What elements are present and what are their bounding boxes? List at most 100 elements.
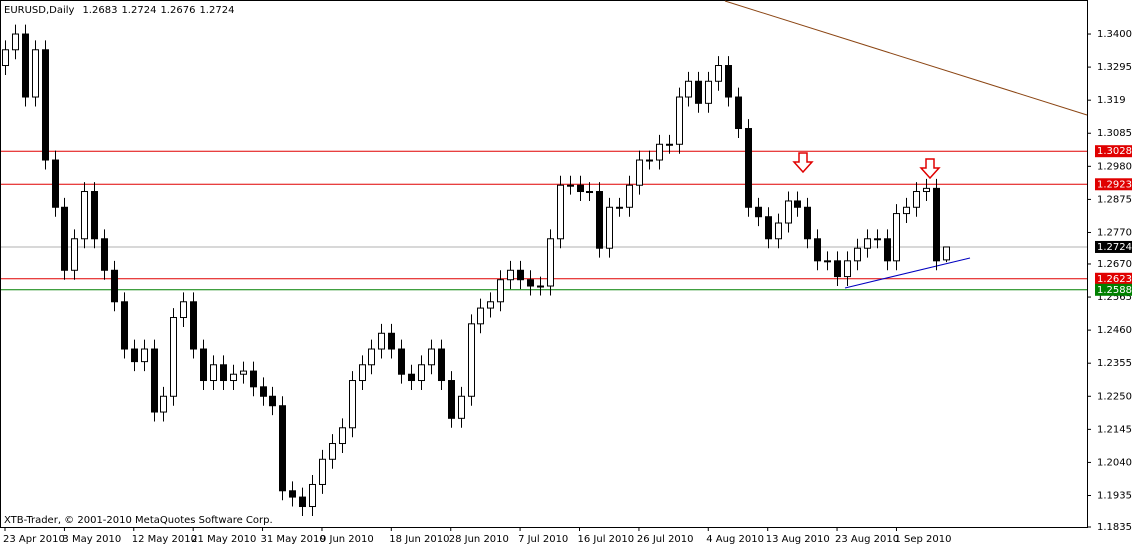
y-tick-label: 1.2145 — [1097, 424, 1132, 435]
y-tick-label: 1.2670 — [1097, 259, 1132, 270]
candle-body — [725, 65, 732, 98]
candle-body — [685, 80, 692, 98]
x-tick-label: 13 Aug 2010 — [766, 534, 830, 545]
level-label: 1.2623 — [1097, 274, 1132, 285]
candle-body — [676, 96, 683, 145]
candle-body — [339, 427, 346, 445]
candle-body — [260, 386, 267, 397]
candle-body — [814, 238, 821, 262]
header: EURUSD,Daily 1.2683 1.2724 1.2676 1.2724 — [4, 5, 234, 16]
x-tick-label: 21 May 2010 — [191, 534, 256, 545]
candle-body — [240, 370, 247, 375]
candle-body — [606, 206, 613, 249]
y-tick-label: 1.2250 — [1097, 391, 1132, 402]
candle-body — [527, 279, 534, 287]
candle-body — [656, 143, 663, 161]
x-tick-label: 9 Jun 2010 — [320, 534, 374, 545]
candle-body — [745, 128, 752, 208]
candle-body — [458, 395, 465, 419]
y-tick-label: 1.2875 — [1097, 194, 1132, 205]
level-label-bg — [1095, 145, 1132, 158]
y-tick-label: 1.2460 — [1097, 325, 1132, 336]
candle-body — [477, 307, 484, 325]
candle-body — [507, 269, 514, 281]
candle-body — [933, 187, 940, 262]
candle-body — [874, 238, 881, 241]
candle-body — [81, 191, 88, 240]
candle-body — [923, 187, 930, 193]
candle-body — [785, 200, 792, 224]
candle-body — [626, 184, 633, 208]
y-tick-label: 1.2565 — [1097, 292, 1132, 303]
x-tick-label: 26 Jul 2010 — [637, 534, 694, 545]
candle-body — [854, 247, 861, 262]
copyright: XTB-Trader, © 2001-2010 MetaQuotes Softw… — [4, 515, 273, 526]
candle-body — [408, 373, 415, 382]
x-tick-label: 28 Jun 2010 — [449, 534, 509, 545]
candle-body — [279, 405, 286, 492]
axes: 1.3400 1.3295 1.319 1.3085 1.2980 1.2875 1.277… — [3, 29, 1132, 545]
y-tick-label: 1.2770 — [1097, 227, 1132, 238]
candle-body — [428, 348, 435, 366]
candle-body — [329, 443, 336, 460]
y-tick-label: 1.319 — [1097, 95, 1126, 106]
candle-body — [577, 184, 584, 193]
close: 1.2724 — [199, 5, 234, 16]
y-tick-label: 1.2355 — [1097, 358, 1132, 369]
candle-body — [517, 269, 524, 281]
candle-body — [646, 159, 653, 162]
candle-body — [775, 222, 782, 240]
candle-body — [893, 213, 900, 262]
candle-body — [794, 200, 801, 208]
y-tick-label: 1.3085 — [1097, 128, 1132, 139]
candle-body — [91, 191, 98, 240]
candle-body — [616, 206, 623, 209]
y-tick-label: 1.1935 — [1097, 490, 1132, 501]
candle-body — [250, 370, 257, 388]
candle-body — [567, 184, 574, 187]
level-label: 1.2588 — [1097, 285, 1132, 296]
level-label: 1.2724 — [1097, 242, 1132, 253]
candle-body — [398, 348, 405, 375]
candle-body — [200, 348, 207, 382]
candle-body — [537, 285, 544, 288]
candle-body — [299, 496, 306, 508]
arrow — [919, 158, 941, 180]
candle-body — [2, 49, 9, 67]
candle-body — [497, 279, 504, 303]
candle-body — [715, 65, 722, 82]
levels — [1, 150, 1087, 291]
x-tick-label: 16 Jul 2010 — [578, 534, 635, 545]
candle-body — [596, 191, 603, 249]
candle-body — [804, 206, 811, 240]
level-label-bg — [1095, 272, 1132, 285]
candle-body — [32, 49, 39, 98]
candle-body — [12, 33, 19, 51]
candle-body — [943, 246, 950, 261]
candle-body — [844, 260, 851, 278]
x-tick-label: 23 Aug 2010 — [835, 534, 899, 545]
candle-body — [22, 33, 29, 98]
candle-body — [151, 348, 158, 413]
candle-body — [368, 348, 375, 366]
candle-body — [269, 395, 276, 407]
candle-body — [695, 80, 702, 104]
candles — [2, 24, 950, 516]
x-tick-label: 23 Apr 2010 — [3, 534, 65, 545]
high: 1.2724 — [121, 5, 156, 16]
candle-body — [903, 206, 910, 215]
x-tick-label: 7 Jul 2010 — [518, 534, 568, 545]
candle-body — [131, 348, 138, 363]
low: 1.2676 — [160, 5, 195, 16]
candle-body — [190, 301, 197, 350]
candle-body — [586, 191, 593, 194]
x-tick-label: 31 May 2010 — [261, 534, 326, 545]
candle-body — [705, 80, 712, 104]
level-label-bg — [1095, 283, 1132, 296]
candle-body — [71, 238, 78, 271]
y-tick-label: 1.3400 — [1097, 29, 1132, 40]
candle-body — [487, 301, 494, 309]
candle-body — [52, 159, 59, 208]
x-tick-label: 12 May 2010 — [132, 534, 197, 545]
candle-body — [388, 332, 395, 350]
